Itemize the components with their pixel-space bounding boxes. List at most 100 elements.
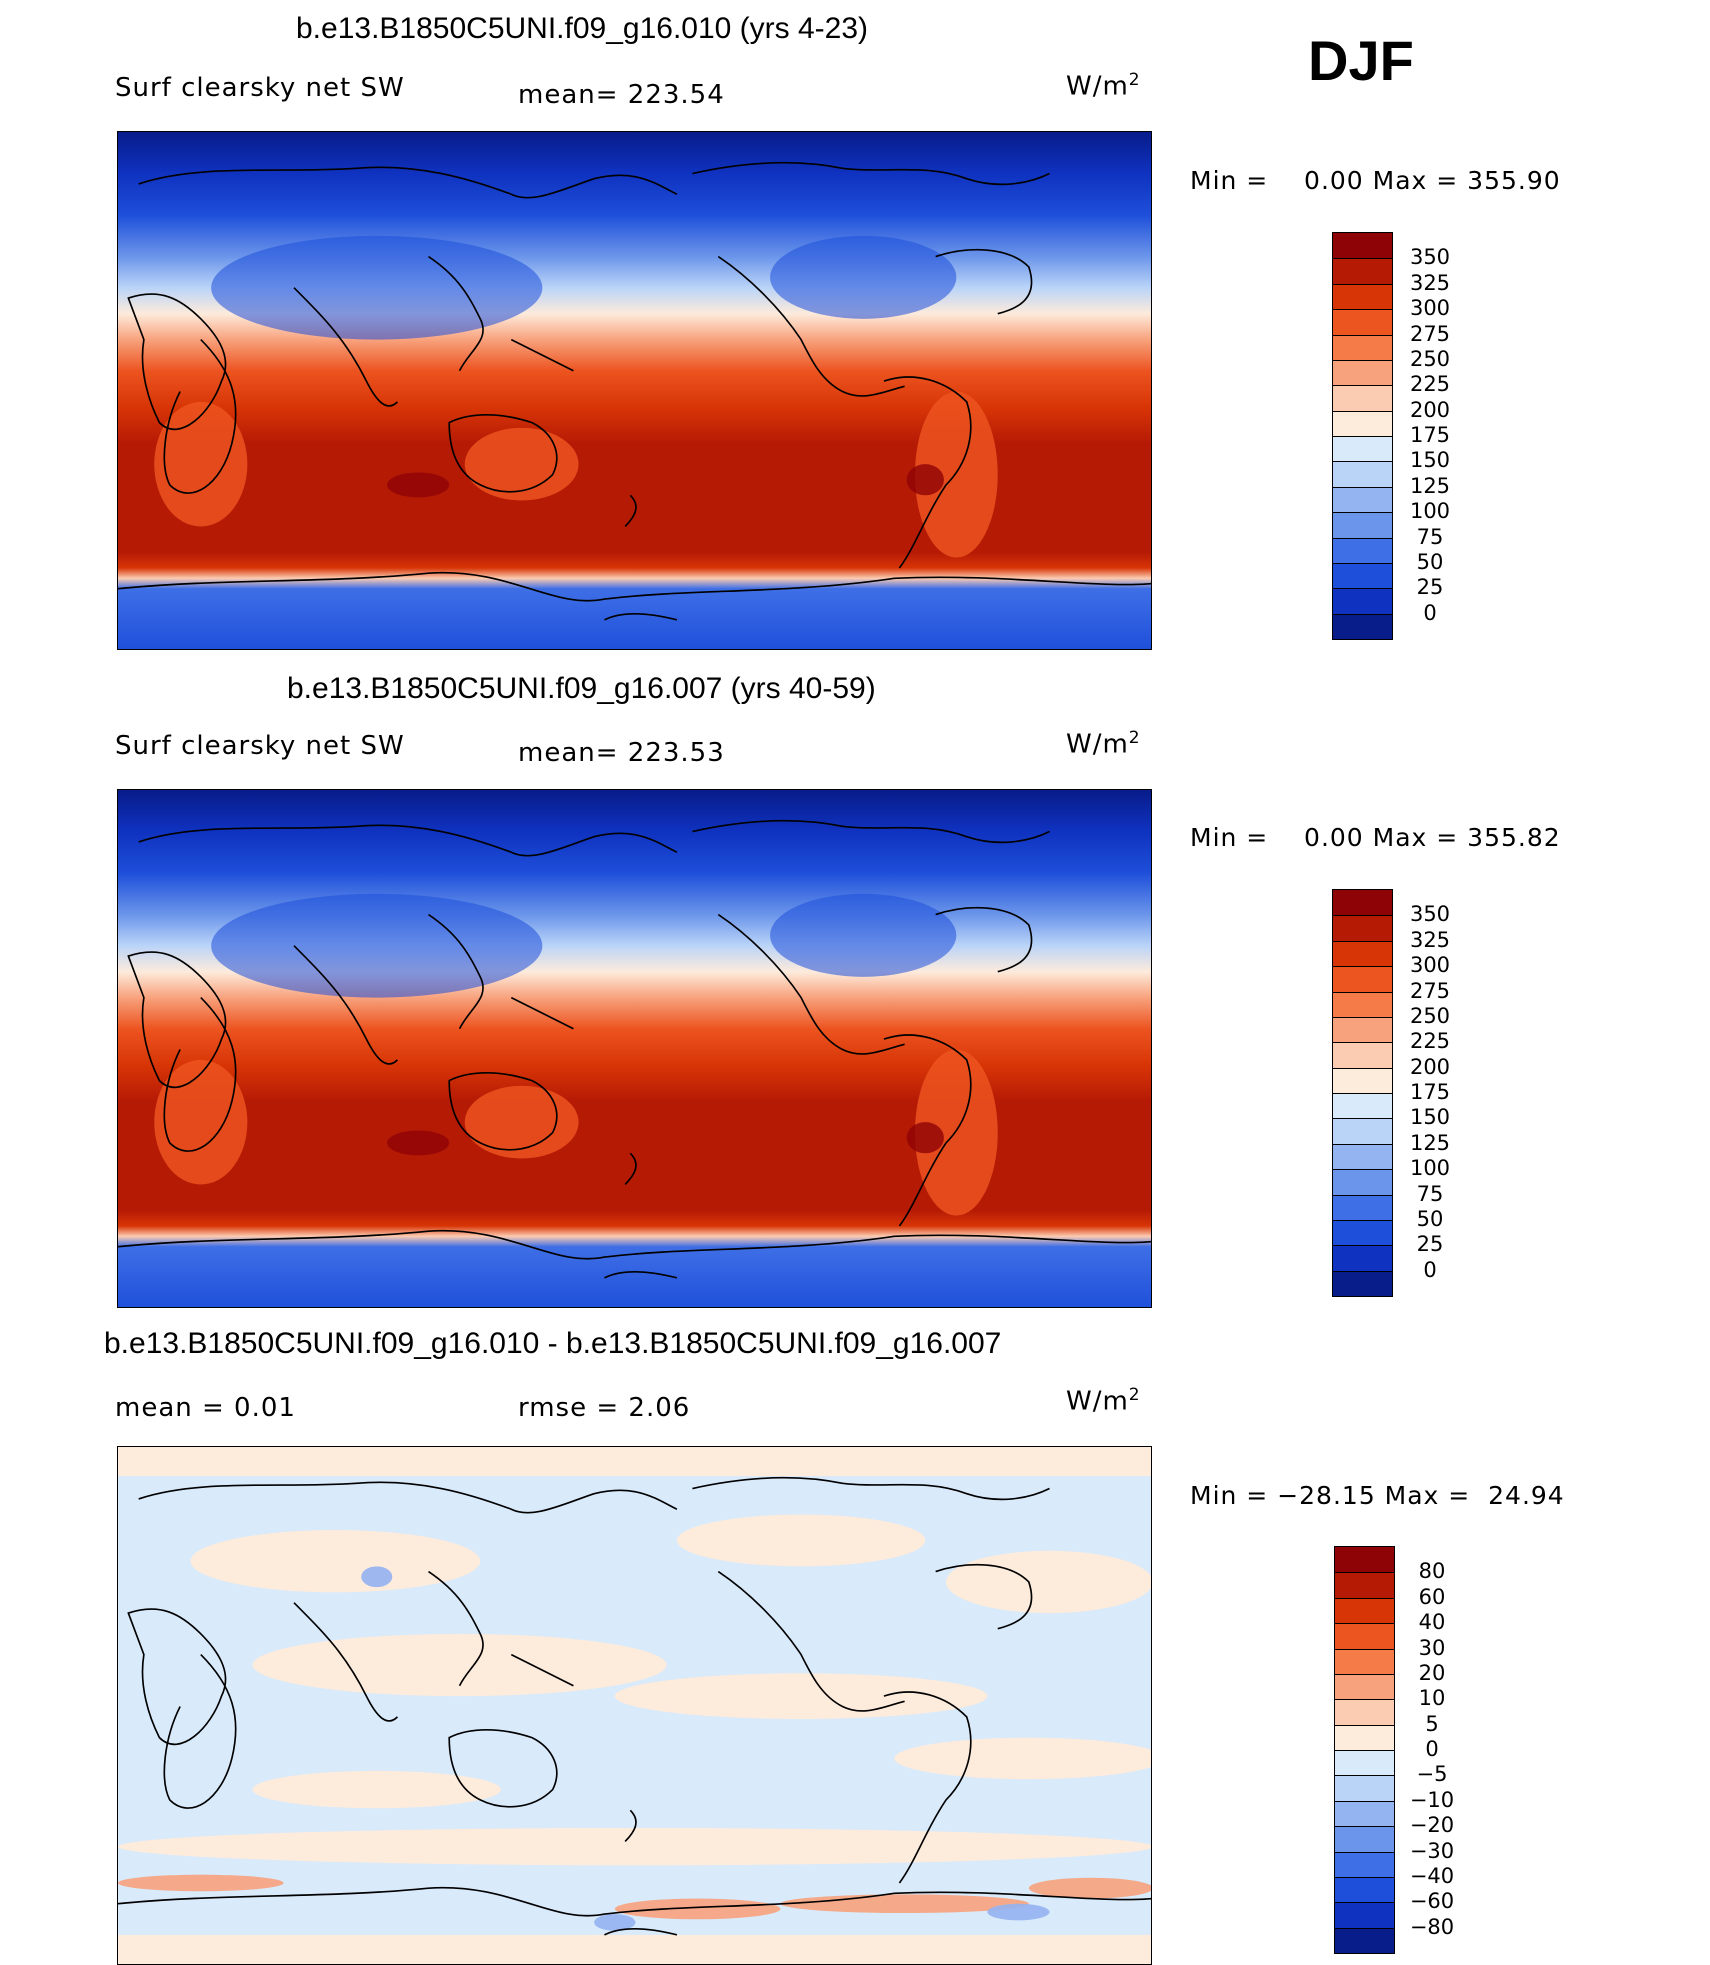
coastlines xyxy=(118,161,1151,621)
panel-1-variable: Surf clearsky net SW xyxy=(115,73,405,103)
colorbar-segment xyxy=(1333,1143,1392,1170)
panel-3-colorbar-ticks: 80 60 40 30 20 10 5 0 −5 −10 −20 −30 −40 −60 −80 xyxy=(1402,1546,1462,1954)
colorbar-segment xyxy=(1333,233,1392,259)
panel-2-minmax: Min = 0.00 Max = 355.82 xyxy=(1190,823,1561,852)
colorbar-tick-label: 350 xyxy=(1409,245,1451,270)
colorbar-segment xyxy=(1333,1194,1392,1220)
colorbar-segment xyxy=(1335,1876,1394,1903)
colorbar-segment xyxy=(1333,1270,1392,1296)
colorbar-segment xyxy=(1333,486,1392,513)
colorbar-segment xyxy=(1333,436,1392,462)
panel-2-mean: mean= 223.53 xyxy=(518,738,725,768)
colorbar-segment xyxy=(1333,334,1392,360)
colorbar-tick-label: 40 xyxy=(1418,1610,1446,1635)
colorbar-tick-label: 0 xyxy=(1423,600,1437,625)
colorbar-segment xyxy=(1333,1067,1392,1093)
colorbar-segment xyxy=(1333,512,1392,538)
panel-3-colorbar xyxy=(1334,1546,1395,1954)
colorbar-segment xyxy=(1335,1826,1394,1852)
colorbar-tick-label: 20 xyxy=(1418,1660,1446,1685)
colorbar-tick-label: 275 xyxy=(1409,978,1451,1003)
colorbar-tick-label: 5 xyxy=(1425,1711,1439,1736)
colorbar-tick-label: 25 xyxy=(1416,1232,1444,1257)
colorbar-segment xyxy=(1335,1648,1394,1674)
colorbar-tick-label: 50 xyxy=(1416,549,1444,574)
colorbar-tick-label: 0 xyxy=(1425,1737,1439,1761)
colorbar-segment xyxy=(1333,613,1392,639)
colorbar-tick-label: 350 xyxy=(1409,902,1451,927)
panel-2-colorbar xyxy=(1332,889,1393,1297)
colorbar-tick-label: 75 xyxy=(1416,524,1444,549)
colorbar-segment xyxy=(1333,915,1392,941)
colorbar-tick-label: 325 xyxy=(1409,927,1451,952)
colorbar-segment xyxy=(1335,1572,1394,1598)
panel-2-variable: Surf clearsky net SW xyxy=(115,731,405,761)
colorbar-tick-label: −40 xyxy=(1409,1863,1455,1888)
colorbar-segment xyxy=(1333,562,1392,589)
colorbar-segment xyxy=(1333,1219,1392,1246)
colorbar-segment xyxy=(1333,410,1392,436)
season-label: DJF xyxy=(1308,29,1414,92)
colorbar-segment xyxy=(1335,1597,1394,1624)
colorbar-segment xyxy=(1335,1673,1394,1700)
colorbar-segment xyxy=(1333,1042,1392,1068)
colorbar-segment xyxy=(1335,1750,1394,1776)
panel-2-units: W/m2 xyxy=(1066,728,1141,760)
colorbar-tick-label: −5 xyxy=(1416,1762,1448,1787)
colorbar-segment xyxy=(1335,1724,1394,1750)
panel-3-units: W/m2 xyxy=(1066,1385,1141,1417)
colorbar-segment xyxy=(1333,940,1392,967)
colorbar-tick-label: −80 xyxy=(1409,1914,1455,1939)
colorbar-segment xyxy=(1333,1118,1392,1144)
colorbar-tick-label: 175 xyxy=(1409,1080,1451,1104)
colorbar-tick-label: 250 xyxy=(1409,1003,1451,1028)
colorbar-tick-label: 225 xyxy=(1409,372,1451,397)
colorbar-segment xyxy=(1333,461,1392,487)
colorbar-tick-label: 250 xyxy=(1409,346,1451,371)
colorbar-segment xyxy=(1333,1245,1392,1271)
colorbar-segment xyxy=(1335,1623,1394,1649)
colorbar-segment xyxy=(1335,1902,1394,1928)
colorbar-tick-label: 125 xyxy=(1409,1130,1451,1155)
colorbar-tick-label: 300 xyxy=(1409,296,1451,321)
land-shading xyxy=(211,235,957,340)
colorbar-tick-label: 30 xyxy=(1418,1635,1446,1660)
colorbar-tick-label: −30 xyxy=(1409,1838,1455,1863)
colorbar-segment xyxy=(1333,991,1392,1017)
panel-2-colorbar-ticks: 350 325 300 275 250 225 200 175 150 125 100 75 50 25 0 xyxy=(1400,889,1460,1297)
colorbar-tick-label: 325 xyxy=(1409,270,1451,295)
colorbar-tick-label: −20 xyxy=(1409,1813,1455,1838)
colorbar-tick-label: 275 xyxy=(1409,321,1451,346)
colorbar-segment xyxy=(1333,890,1392,916)
colorbar-tick-label: 75 xyxy=(1416,1181,1444,1206)
colorbar-segment xyxy=(1333,588,1392,614)
colorbar-tick-label: 150 xyxy=(1409,1105,1451,1130)
colorbar-tick-label: 0 xyxy=(1423,1257,1437,1282)
colorbar-tick-label: 150 xyxy=(1409,448,1451,473)
colorbar-tick-label: 175 xyxy=(1409,423,1451,447)
colorbar-tick-label: 100 xyxy=(1409,499,1451,524)
colorbar-tick-label: 125 xyxy=(1409,473,1451,498)
panel-3-title: b.e13.B1850C5UNI.f09_g16.010 - b.e13.B18… xyxy=(104,1327,1002,1360)
panel-1-mean: mean= 223.54 xyxy=(518,80,725,110)
panel-3-mean: mean = 0.01 xyxy=(115,1393,296,1423)
colorbar-segment xyxy=(1335,1851,1394,1877)
panel-1-colorbar xyxy=(1332,232,1393,640)
colorbar-segment xyxy=(1333,537,1392,563)
colorbar-tick-label: 10 xyxy=(1418,1686,1446,1711)
panel-3-rmse: rmse = 2.06 xyxy=(518,1393,691,1423)
colorbar-tick-label: 25 xyxy=(1416,575,1444,600)
colorbar-tick-label: 50 xyxy=(1416,1206,1444,1231)
colorbar-segment xyxy=(1333,1093,1392,1119)
colorbar-segment xyxy=(1333,385,1392,411)
colorbar-segment xyxy=(1335,1547,1394,1573)
colorbar-segment xyxy=(1333,283,1392,310)
colorbar-segment xyxy=(1333,359,1392,386)
colorbar-tick-label: 300 xyxy=(1409,953,1451,978)
colorbar-tick-label: 60 xyxy=(1418,1584,1446,1609)
colorbar-segment xyxy=(1335,1775,1394,1801)
panel-3-minmax: Min = −28.15 Max = 24.94 xyxy=(1190,1481,1565,1510)
colorbar-segment xyxy=(1333,1016,1392,1043)
colorbar-tick-label: 80 xyxy=(1418,1559,1446,1584)
colorbar-tick-label: 200 xyxy=(1409,1054,1451,1079)
